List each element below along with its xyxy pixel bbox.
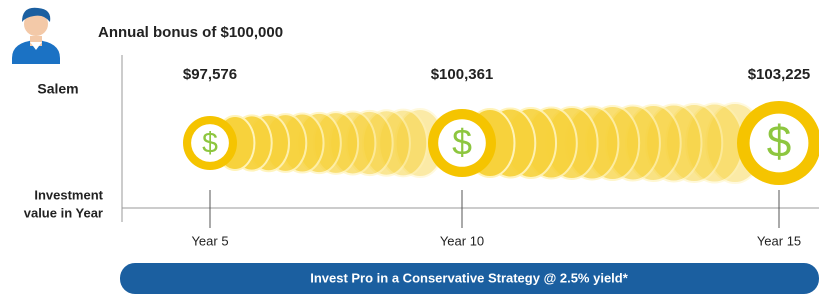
year-label: Year 10 xyxy=(440,233,484,248)
banner-text: Invest Pro in a Conservative Strategy @ … xyxy=(310,270,629,285)
year-label: Year 5 xyxy=(191,233,228,248)
infographic: Salem Annual bonus of $100,000 Investmen… xyxy=(0,0,819,294)
milestone-value: $97,576 xyxy=(183,66,237,83)
person-name: Salem xyxy=(37,81,78,97)
year-label: Year 15 xyxy=(757,233,801,248)
coin-symbol: $ xyxy=(202,127,218,159)
person-icon xyxy=(12,8,60,64)
coins: $ $ $ xyxy=(183,101,819,185)
coin-symbol: $ xyxy=(452,122,472,162)
milestone-value: $103,225 xyxy=(748,66,811,83)
title: Annual bonus of $100,000 xyxy=(98,24,283,41)
milestone-value: $100,361 xyxy=(431,66,494,83)
axis-label: value in Year xyxy=(24,205,103,220)
axis-label: Investment xyxy=(34,187,103,202)
coin-symbol: $ xyxy=(767,118,792,167)
